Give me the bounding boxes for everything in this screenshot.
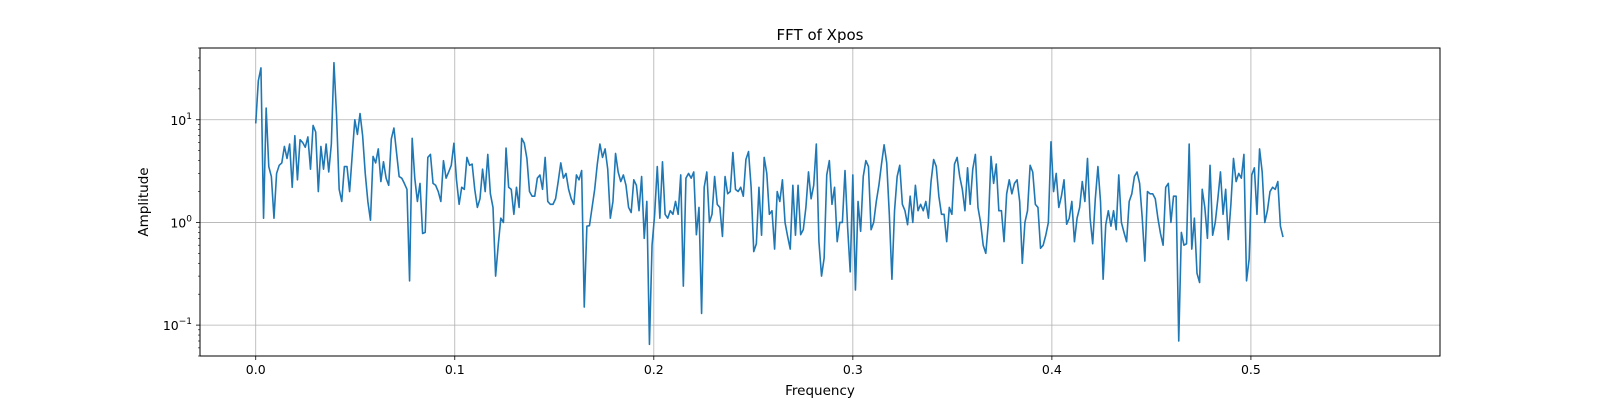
- y-tick-exponent: −1: [179, 317, 192, 327]
- y-tick-base: 10: [170, 215, 186, 230]
- plot-frame: [199, 47, 1441, 357]
- y-axis-label: Amplitude: [136, 167, 152, 236]
- y-tick-base: 10: [163, 318, 179, 333]
- series-line-0: [254, 61, 1284, 346]
- y-tick-label: 100: [170, 214, 192, 230]
- y-tick-label: 10−1: [163, 317, 192, 333]
- x-tick-label: 0.5: [1241, 362, 1261, 377]
- x-tick-label: 0.0: [246, 362, 266, 377]
- y-tick-exponent: 1: [186, 112, 192, 122]
- chart-title: FFT of Xpos: [777, 26, 864, 44]
- y-tick-exponent: 0: [186, 214, 192, 224]
- x-tick-label: 0.3: [843, 362, 863, 377]
- x-tick-label: 0.1: [445, 362, 465, 377]
- y-tick-label: 101: [170, 112, 192, 128]
- x-ticks: 0.0 0.1 0.2 0.3 0.4 0.5: [246, 356, 1261, 377]
- series-layer: [254, 61, 1284, 346]
- x-tick-label: 0.2: [644, 362, 664, 377]
- y-tick-base: 10: [170, 113, 186, 128]
- x-tick-label: 0.4: [1042, 362, 1062, 377]
- x-axis-label: Frequency: [785, 383, 855, 399]
